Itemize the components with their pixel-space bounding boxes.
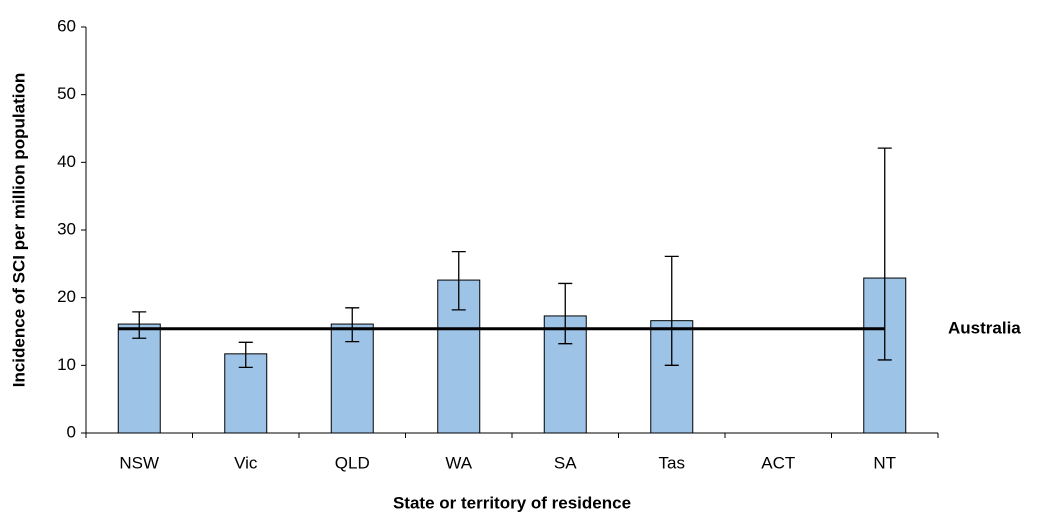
error-bar xyxy=(238,341,253,369)
error-bar xyxy=(345,307,360,343)
error-bar xyxy=(664,255,679,366)
error-bar xyxy=(132,311,147,339)
y-tick-label: 10 xyxy=(57,355,76,374)
y-tick-label: 0 xyxy=(67,422,76,441)
reference-label: Australia xyxy=(948,318,1021,337)
y-tick-label: 30 xyxy=(57,219,76,238)
x-axis-title: State or territory of residence xyxy=(393,493,631,512)
y-axis-title: Incidence of SCI per million population xyxy=(9,73,28,388)
error-bar xyxy=(877,147,892,361)
y-tick-label: 50 xyxy=(57,84,76,103)
x-tick-label: Vic xyxy=(234,453,258,472)
y-tick-label: 20 xyxy=(57,287,76,306)
y-tick-label: 40 xyxy=(57,152,76,171)
x-tick-label: WA xyxy=(445,453,472,472)
x-tick-label: QLD xyxy=(335,453,370,472)
error-bar xyxy=(558,282,573,345)
x-tick-label: SA xyxy=(554,453,577,472)
x-tick-label: NT xyxy=(873,453,896,472)
error-bar xyxy=(451,251,466,311)
y-tick-label: 60 xyxy=(57,16,76,35)
x-tick-label: NSW xyxy=(119,453,159,472)
x-tick-label: ACT xyxy=(761,453,795,472)
x-tick-label: Tas xyxy=(659,453,685,472)
bar xyxy=(117,323,161,434)
